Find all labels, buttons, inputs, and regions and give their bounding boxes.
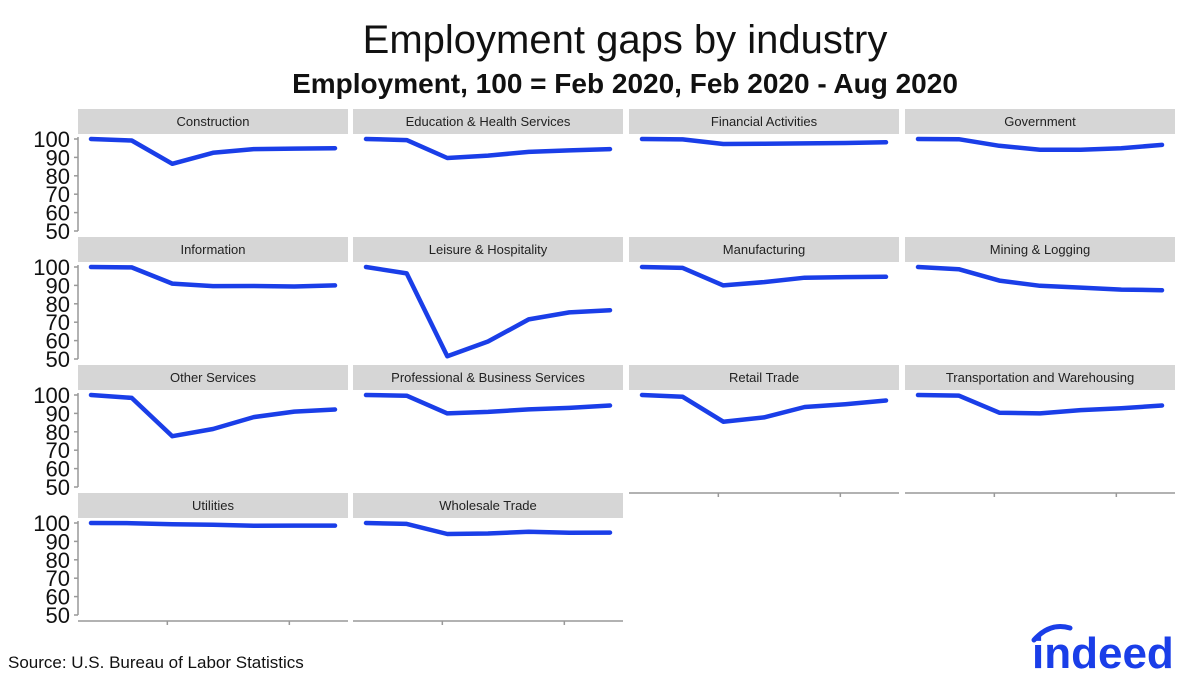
panel-strip (905, 109, 1175, 134)
panel-label: Utilities (192, 498, 234, 513)
source-note: Source: U.S. Bureau of Labor Statistics (8, 653, 304, 672)
panel-label: Leisure & Hospitality (429, 242, 548, 257)
y-tick-label: 90 (46, 529, 70, 554)
y-tick-label: 90 (46, 273, 70, 298)
series-line (639, 392, 889, 424)
panel-strip (78, 237, 348, 262)
y-tick-label: 80 (46, 164, 70, 189)
y-tick-label: 70 (46, 310, 70, 335)
panel-wholesale-trade: Wholesale Trade (353, 493, 623, 625)
panel-mining-logging: Mining & Logging (905, 237, 1175, 293)
panel-label: Financial Activities (711, 114, 818, 129)
y-tick-label: 50 (46, 475, 70, 500)
y-tick-label: 100 (33, 255, 70, 280)
series-line (88, 136, 338, 167)
panel-label: Information (180, 242, 245, 257)
panel-professional-business-services: Professional & Business Services (353, 365, 623, 416)
y-tick-label: 70 (46, 438, 70, 463)
panel-government: Government (905, 109, 1175, 152)
panel-label: Manufacturing (723, 242, 805, 257)
indeed-logo: indeed (1031, 624, 1174, 675)
series-line (915, 264, 1165, 293)
panel-strip (629, 109, 899, 134)
chart-title: Employment gaps by industry (362, 18, 888, 62)
y-tick-label: 90 (46, 145, 70, 170)
panel-label: Professional & Business Services (391, 370, 585, 385)
series-line (88, 520, 338, 529)
panel-strip (353, 237, 623, 262)
panel-transportation-and-warehousing: Transportation and Warehousing (905, 365, 1175, 497)
chart-subtitle: Employment, 100 = Feb 2020, Feb 2020 - A… (292, 68, 958, 99)
panel-strip (78, 365, 348, 390)
y-tick-label: 80 (46, 548, 70, 573)
y-tick-label: 70 (46, 566, 70, 591)
series-line (639, 136, 889, 147)
y-tick-label: 100 (33, 127, 70, 152)
panel-strip (353, 365, 623, 390)
y-tick-label: 50 (46, 603, 70, 628)
panel-label: Transportation and Warehousing (946, 370, 1134, 385)
series-line (363, 392, 613, 416)
y-tick-label: 60 (46, 457, 70, 482)
y-tick-label: 80 (46, 292, 70, 317)
series-line (915, 392, 1165, 416)
panel-strip (629, 237, 899, 262)
panel-strip (353, 109, 623, 134)
panel-label: Education & Health Services (406, 114, 571, 129)
panel-strip (629, 365, 899, 390)
panel-education-health-services: Education & Health Services (353, 109, 623, 161)
y-tick-label: 100 (33, 511, 70, 536)
panel-strip (905, 237, 1175, 262)
y-tick-label: 50 (46, 347, 70, 372)
y-tick-label: 70 (46, 182, 70, 207)
panel-label: Construction (177, 114, 250, 129)
y-tick-label: 50 (46, 219, 70, 244)
series-line (88, 264, 338, 289)
indeed-logo-text: indeed (1032, 629, 1174, 675)
y-tick-label: 60 (46, 585, 70, 610)
series-line (88, 392, 338, 439)
panel-strip (78, 109, 348, 134)
y-tick-label: 60 (46, 329, 70, 354)
panel-label: Other Services (170, 370, 256, 385)
panel-label: Mining & Logging (990, 242, 1090, 257)
y-tick-label: 80 (46, 420, 70, 445)
indeed-logo-arc (1031, 624, 1073, 643)
panel-manufacturing: Manufacturing (629, 237, 899, 288)
panel-strip (78, 493, 348, 518)
series-line (915, 136, 1165, 152)
panel-label: Government (1004, 114, 1076, 129)
panel-strip (353, 493, 623, 518)
y-tick-label: 90 (46, 401, 70, 426)
y-tick-label: 60 (46, 201, 70, 226)
panel-label: Wholesale Trade (439, 498, 537, 513)
panel-retail-trade: Retail Trade (629, 365, 899, 497)
series-line (639, 264, 889, 288)
panel-financial-activities: Financial Activities (629, 109, 899, 147)
series-line (363, 264, 613, 359)
y-tick-label: 100 (33, 383, 70, 408)
panel-leisure-hospitality: Leisure & Hospitality (353, 237, 623, 359)
series-line (363, 136, 613, 161)
panel-label: Retail Trade (729, 370, 799, 385)
panel-strip (905, 365, 1175, 390)
series-line (363, 520, 613, 537)
